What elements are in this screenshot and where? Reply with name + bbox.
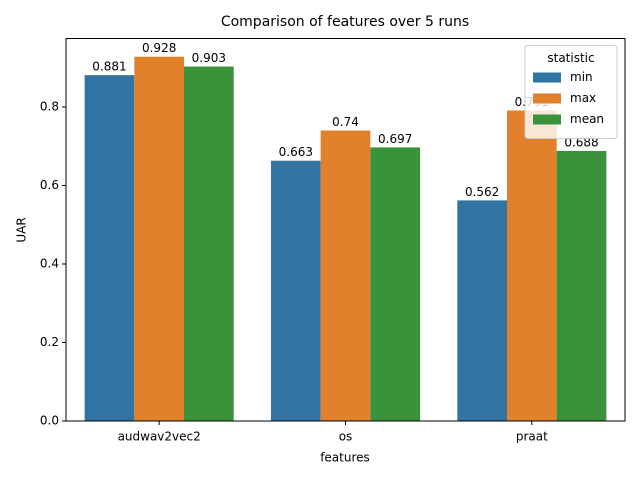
bar [506, 110, 557, 422]
value-label: 0.562 [465, 185, 499, 199]
chart-title: Comparison of features over 5 runs [221, 14, 469, 30]
x-tick-label: praat [516, 430, 548, 444]
legend-swatch [533, 72, 561, 83]
value-label: 0.663 [279, 145, 313, 159]
bar [320, 130, 371, 421]
y-tick-label: 0.6 [40, 178, 59, 192]
y-tick-label: 0.8 [40, 99, 59, 113]
legend-label: max [570, 91, 596, 105]
bar [370, 147, 421, 421]
legend-swatch [533, 93, 561, 104]
y-tick-label: 0.0 [40, 414, 59, 428]
value-label: 0.697 [378, 132, 412, 146]
legend-title: statistic [547, 51, 594, 65]
value-label: 0.74 [332, 115, 359, 129]
bar [457, 200, 507, 421]
y-tick-label: 0.2 [40, 335, 59, 349]
value-label: 0.928 [142, 41, 176, 55]
legend-swatch [533, 114, 561, 125]
value-label: 0.881 [92, 60, 126, 74]
y-axis-label: UAR [15, 217, 29, 242]
bar [134, 56, 185, 421]
legend-label: min [570, 70, 593, 84]
bar [556, 150, 607, 422]
legend-label: mean [570, 112, 604, 126]
value-label: 0.903 [192, 51, 226, 65]
x-axis-label: features [320, 451, 370, 465]
bar [184, 66, 234, 421]
bar [270, 160, 321, 421]
bar [84, 75, 135, 422]
x-tick-label: os [339, 430, 353, 444]
axes-frame [65, 38, 626, 422]
x-tick-label: audwav2vec2 [118, 430, 201, 444]
y-tick-label: 0.4 [40, 256, 59, 270]
